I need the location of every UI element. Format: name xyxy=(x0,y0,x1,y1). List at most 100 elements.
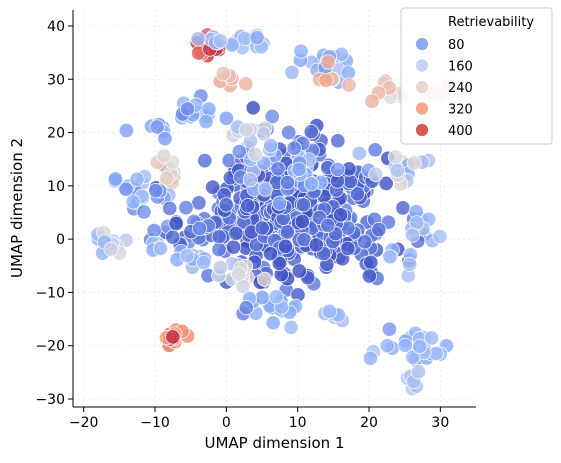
scatter-point xyxy=(368,166,384,182)
legend-entry-label: 160 xyxy=(448,60,473,75)
scatter-point xyxy=(410,364,427,380)
scatter-point xyxy=(379,338,395,354)
scatter-point xyxy=(107,171,124,187)
scatter-point xyxy=(387,149,403,165)
scatter-point xyxy=(125,194,141,210)
x-tick-label: −20 xyxy=(69,415,99,431)
scatter-point xyxy=(211,229,227,245)
legend-marker xyxy=(415,123,429,137)
legend-title: Retrievability xyxy=(448,15,534,30)
scatter-point xyxy=(320,217,336,233)
scatter-point xyxy=(367,142,383,158)
scatter-point xyxy=(152,240,169,257)
scatter-point xyxy=(257,271,273,287)
scatter-point xyxy=(362,350,378,366)
scatter-point xyxy=(389,162,405,179)
y-tick-label: 40 xyxy=(47,19,65,35)
scatter-point xyxy=(231,266,247,282)
scatter-point xyxy=(395,200,411,216)
axes xyxy=(72,10,476,408)
x-tick-label: 10 xyxy=(289,415,307,431)
scatter-point xyxy=(272,195,288,211)
scatter-point xyxy=(218,197,234,213)
scatter-point xyxy=(320,54,336,70)
scatter-point xyxy=(382,249,398,265)
scatter-point xyxy=(371,222,387,238)
scatter-point xyxy=(103,241,119,257)
legend-marker xyxy=(415,58,429,73)
scatter-point xyxy=(146,223,162,239)
scatter-point xyxy=(277,238,294,254)
scatter-point xyxy=(406,155,422,171)
scatter-point xyxy=(191,195,207,211)
scatter-point xyxy=(178,200,194,216)
legend-entry-label: 400 xyxy=(448,124,473,139)
legend-entry-label: 80 xyxy=(448,38,465,53)
scatter-point xyxy=(201,101,217,117)
scatter-point xyxy=(179,248,195,264)
x-ticks: −20 −10 0 10 20 30 xyxy=(69,407,449,431)
scatter-point xyxy=(330,161,346,178)
legend-frame xyxy=(400,7,553,145)
scatter-point xyxy=(165,329,181,345)
y-tick-label: 0 xyxy=(56,232,65,248)
scatter-point xyxy=(238,76,254,92)
scatter-point xyxy=(279,224,295,240)
scatter-point xyxy=(254,220,270,236)
scatter-point xyxy=(291,263,307,279)
scatter-point xyxy=(432,228,448,245)
scatter-point xyxy=(270,161,286,177)
scatter-point xyxy=(148,183,164,199)
scatter-point xyxy=(284,64,300,80)
scatter-point xyxy=(129,171,145,187)
legend: Retrievability 80 160 240 320 400 xyxy=(400,7,553,145)
scatter-point xyxy=(264,108,280,125)
x-tick-label: 30 xyxy=(431,415,449,431)
legend-marker xyxy=(415,37,429,51)
scatter-point xyxy=(381,321,397,337)
x-axis-label: UMAP dimension 1 xyxy=(204,434,344,452)
scatter-point xyxy=(240,198,256,214)
y-ticks: −30 −20 −10 0 10 20 30 40 xyxy=(35,19,73,408)
scatter-point xyxy=(156,148,172,164)
scatter-point xyxy=(351,145,367,161)
scatter-point xyxy=(256,126,272,142)
legend-marker xyxy=(415,101,429,116)
scatter-point xyxy=(263,246,279,262)
scatter-point xyxy=(291,161,307,177)
scatter-point xyxy=(238,300,254,316)
scatter-point xyxy=(157,131,173,147)
scatter-point xyxy=(303,176,320,192)
scatter-point xyxy=(281,124,297,141)
scatter-point xyxy=(293,43,309,59)
scatter-point xyxy=(340,240,356,257)
scatter-point xyxy=(357,234,373,250)
scatter-point xyxy=(180,101,196,117)
scatter-point xyxy=(212,33,228,49)
scatter-point xyxy=(303,124,319,140)
scatter-point xyxy=(211,241,227,258)
scatter-point xyxy=(321,303,338,319)
scatter-point xyxy=(168,215,184,232)
scatter-point xyxy=(228,225,244,241)
scatter-point xyxy=(271,255,287,271)
y-tick-label: 10 xyxy=(47,179,65,195)
legend-entry-label: 320 xyxy=(448,103,473,118)
scatter-point xyxy=(238,122,254,138)
scatter-point xyxy=(283,319,299,335)
scatter-point xyxy=(404,227,421,243)
legend-marker xyxy=(415,80,429,94)
scatter-points xyxy=(90,27,455,397)
scatter-point xyxy=(165,229,181,245)
scatter-point xyxy=(149,119,165,135)
scatter-point xyxy=(197,153,213,169)
scatter-point xyxy=(263,138,279,154)
y-tick-label: −20 xyxy=(35,339,65,355)
y-tick-label: −10 xyxy=(35,285,65,301)
scatter-point xyxy=(212,260,228,276)
scatter-point xyxy=(192,220,208,237)
scatter-point xyxy=(268,289,284,305)
scatter-point xyxy=(279,174,295,191)
scatter-point xyxy=(190,31,206,47)
